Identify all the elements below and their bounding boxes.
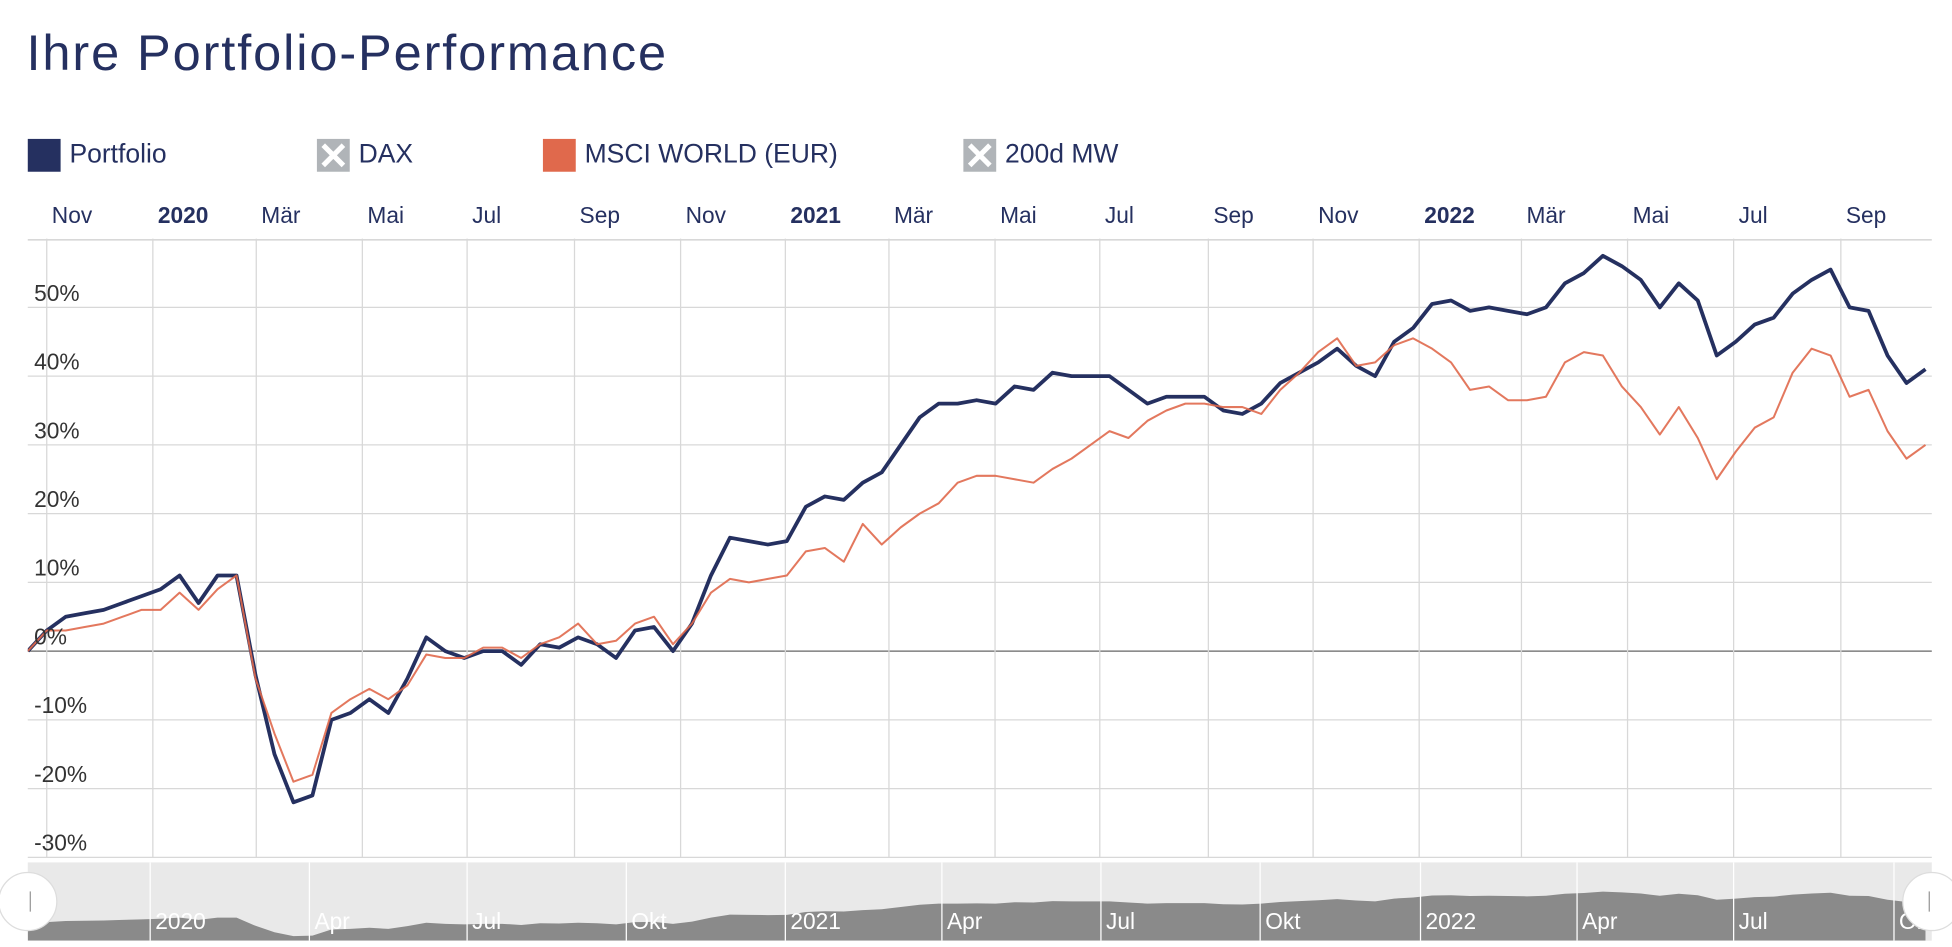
- legend-label: Portfolio: [69, 138, 166, 168]
- x-tick-label: Sep: [1846, 202, 1886, 228]
- legend-item[interactable]: MSCI WORLD (EUR): [542, 138, 838, 172]
- x-tick-label: Nov: [1318, 202, 1359, 228]
- legend-label: 200d MW: [1005, 138, 1118, 168]
- y-tick-label: -30%: [34, 830, 87, 856]
- series-line: [27, 253, 1927, 805]
- x-tick-label: Mär: [1527, 202, 1567, 228]
- chart-title: Ihre Portfolio-Performance: [27, 24, 668, 81]
- x-tick-label: 2020: [158, 202, 209, 228]
- legend-label: MSCI WORLD (EUR): [585, 138, 838, 168]
- legend-hidden-icon: [967, 143, 992, 168]
- legend-item[interactable]: Portfolio: [27, 138, 167, 172]
- x-tick-label: Jul: [1105, 202, 1134, 228]
- y-tick-label: 30%: [34, 417, 79, 443]
- navigator-tick-label: Apr: [1582, 908, 1618, 934]
- grid: [27, 238, 1932, 858]
- y-tick-label: 50%: [34, 280, 79, 306]
- y-tick-label: 20%: [34, 486, 79, 512]
- x-tick-label: Mär: [261, 202, 301, 228]
- x-tick-label: Mai: [367, 202, 404, 228]
- x-tick-label: Jul: [1739, 202, 1768, 228]
- x-tick-label: Jul: [472, 202, 501, 228]
- x-tick-label: Sep: [580, 202, 620, 228]
- x-tick-label: Nov: [686, 202, 727, 228]
- navigator-tick-label: 2022: [1426, 908, 1477, 934]
- legend-swatch: [542, 138, 576, 172]
- navigator-area: [27, 891, 1926, 941]
- plot: [27, 253, 1927, 805]
- x-tick-label: Nov: [52, 202, 93, 228]
- navigator-tick-label: Apr: [947, 908, 983, 934]
- legend-item[interactable]: DAX: [316, 138, 414, 172]
- y-axis: -30% -20% -10% 0% 10% 20% 30% 40% 50%: [34, 280, 87, 856]
- navigator-tick-label: Jul: [1739, 908, 1768, 934]
- navigator-tick-label: Apr: [314, 908, 350, 934]
- y-tick-label: 0%: [34, 623, 67, 649]
- navigator-tick-label: Okt: [1265, 908, 1301, 934]
- navigator-handle-left[interactable]: [0, 871, 58, 932]
- series-line: [27, 337, 1927, 783]
- navigator-tick-label: Jul: [472, 908, 501, 934]
- navigator-tick-label: 2020: [155, 908, 206, 934]
- y-tick-label: 10%: [34, 555, 79, 581]
- x-tick-label: 2021: [790, 202, 841, 228]
- legend-item[interactable]: 200d MW: [963, 138, 1118, 172]
- x-tick-label: 2022: [1424, 202, 1475, 228]
- x-tick-label: Mai: [1000, 202, 1037, 228]
- navigator: 2020AprJulOkt2021AprJulOkt2022AprJulOkt: [27, 862, 1932, 941]
- legend-swatch: [27, 138, 61, 172]
- legend-label: DAX: [359, 138, 414, 168]
- legend-hidden-icon: [321, 143, 346, 168]
- y-tick-label: 40%: [34, 349, 79, 375]
- navigator-handle-right[interactable]: [1902, 871, 1952, 932]
- navigator-tick-label: Jul: [1106, 908, 1135, 934]
- y-tick-label: -10%: [34, 692, 87, 718]
- x-axis: Nov 2020 Mär Mai Jul Sep Nov 2021 Mär Mai Jul Sep No…: [52, 202, 1887, 228]
- y-tick-label: -20%: [34, 761, 87, 787]
- navigator-tick-label: Okt: [631, 908, 667, 934]
- x-tick-label: Sep: [1213, 202, 1253, 228]
- navigator-tick-label: 2021: [790, 908, 841, 934]
- x-tick-label: Mai: [1633, 202, 1670, 228]
- legend: Portfolio DAX MSCI WORLD (EUR) 200d MW: [27, 138, 1118, 172]
- x-tick-label: Mär: [894, 202, 934, 228]
